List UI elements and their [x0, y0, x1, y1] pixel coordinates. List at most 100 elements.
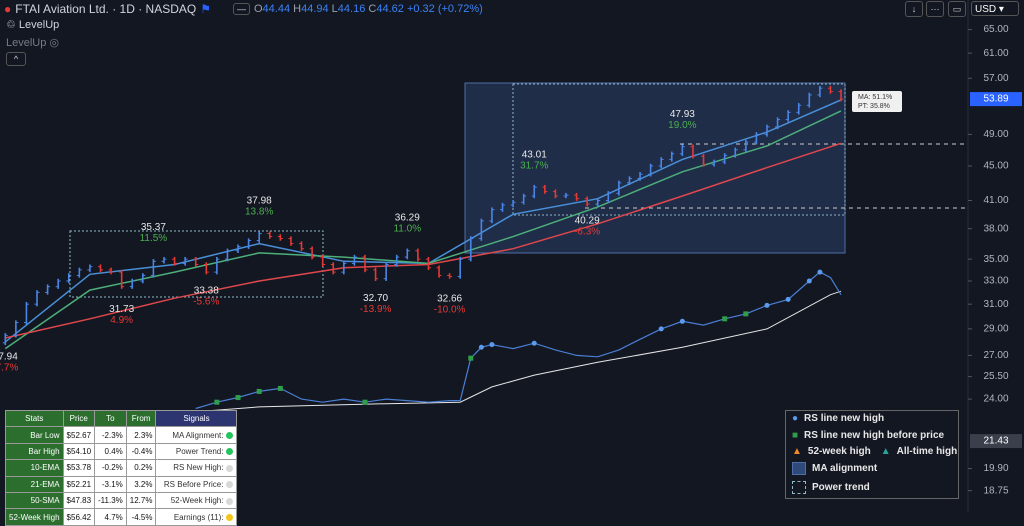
price-bar	[267, 231, 273, 239]
swing-change: -10.0%	[434, 304, 466, 315]
legend-item: ■ RS line new high before price	[792, 430, 944, 441]
price-bar	[320, 254, 326, 267]
flag-icon[interactable]: ⚑	[200, 2, 211, 16]
header-cell: Price	[62, 409, 96, 428]
price-bar	[23, 301, 29, 325]
stats-cell: $47.83	[62, 491, 96, 510]
stats-cell: $52.67	[62, 426, 96, 444]
stats-cell: Earnings (11):	[155, 508, 238, 526]
legend-item: ▲ 52-week high ▲ All-time high	[792, 446, 957, 457]
indicator-name[interactable]: LevelUp	[18, 19, 60, 31]
stats-cell: -2.3%	[94, 426, 127, 444]
price-bar	[584, 196, 590, 207]
price-bar	[827, 85, 833, 94]
price-bar	[637, 172, 643, 181]
stats-cell: $53.78	[62, 459, 96, 477]
cell-text: RS Before Price:	[163, 479, 224, 489]
price-bar	[34, 290, 40, 307]
down-button[interactable]: ↓	[905, 1, 923, 17]
stats-cell: Power Trend:	[155, 442, 238, 461]
ma-pt-callout: MA: 51.1% PT: 35.8%	[852, 91, 902, 112]
swing-price: 37.98	[247, 196, 272, 207]
legend-text: 52-week high	[807, 446, 871, 457]
signal-dot	[226, 431, 234, 439]
cell-text: RS New High:	[173, 463, 224, 473]
stats-cell: 21-EMA	[5, 475, 64, 493]
swing-change: 13.8%	[245, 207, 273, 218]
cell-text: $52.67	[66, 430, 92, 440]
indicator-icon: ♲	[6, 19, 19, 31]
price-bar	[542, 184, 548, 194]
rs-line	[195, 271, 842, 410]
rs-before-price-square	[256, 388, 262, 394]
stats-cell: 2.3%	[125, 426, 157, 444]
price-bar	[87, 264, 93, 273]
price-bar	[679, 144, 685, 157]
minimize-button[interactable]: —	[232, 3, 250, 15]
price-bar	[595, 198, 601, 207]
header-cell: To	[94, 409, 127, 428]
stats-cell: $56.42	[62, 508, 96, 526]
price-bar	[108, 267, 114, 275]
price-bar	[574, 192, 580, 201]
ma-alignment-zone	[464, 82, 846, 254]
price-bar	[182, 256, 188, 266]
stats-cell: -0.4%	[125, 442, 157, 461]
cell-text: -0.2%	[101, 463, 123, 473]
legend-text: MA alignment	[812, 463, 878, 474]
rs-new-high-dot	[764, 302, 770, 308]
legend-item: ● RS line new high	[792, 413, 884, 424]
cell-text: 0.2%	[134, 463, 153, 473]
stats-cell: RS New High:	[155, 459, 238, 477]
price-bar	[457, 256, 463, 279]
symbol-header: ● FTAI Aviation Ltd. · 1D · NASDAQ ⚑ — O…	[4, 2, 483, 16]
ohlc-value: 44.62	[376, 3, 404, 15]
swing-price: 32.66	[437, 293, 462, 304]
price-bar	[2, 333, 8, 346]
cell-text: 4.7%	[104, 512, 123, 522]
price-bar	[45, 284, 51, 295]
stats-cell: 0.4%	[94, 442, 127, 461]
price-bar	[669, 151, 675, 162]
ohlc-key: C	[368, 3, 377, 15]
cell-text: 52-Week High	[9, 512, 60, 522]
ohlc-value: 44.16	[337, 3, 366, 15]
price-bar	[785, 110, 791, 122]
price-bar	[362, 254, 368, 273]
price-bar	[383, 262, 389, 281]
rs-new-high-dot	[478, 344, 484, 350]
ohlc-key: O	[253, 3, 263, 15]
stats-cell: $52.21	[62, 475, 96, 493]
rs-before-price-square	[468, 355, 474, 361]
price-bar	[775, 117, 781, 130]
price-bar	[76, 267, 82, 278]
swing-price: 47.93	[670, 109, 695, 120]
legend-item: MA alignment	[792, 462, 877, 475]
cell-text: 12.7%	[129, 496, 153, 506]
fullscreen-button[interactable]: ▭	[948, 1, 966, 17]
stats-cell: 50-SMA	[5, 491, 64, 510]
price-bar	[161, 256, 167, 264]
stats-cell: Bar High	[5, 442, 64, 461]
currency-select[interactable]: USD ▾	[971, 1, 1019, 16]
cell-text: -2.3%	[101, 430, 123, 440]
legend-text: Power trend	[812, 482, 870, 493]
indicator-row[interactable]: ♲ LevelUp	[6, 18, 59, 31]
legend-dot: ●	[792, 413, 799, 424]
cell-text: Bar Low	[30, 430, 60, 440]
eye-icon[interactable]: ◎	[49, 37, 60, 49]
price-bar	[172, 256, 178, 266]
price-bar	[806, 92, 812, 108]
callout-text: MA: 51.1%	[858, 94, 892, 101]
price-bar	[626, 176, 632, 186]
collapse-button[interactable]: ^	[6, 52, 26, 66]
legend-box	[792, 462, 806, 475]
more-button[interactable]: ⋯	[926, 1, 944, 17]
symbol-icon: ●	[4, 2, 12, 16]
price-bar	[722, 153, 728, 165]
y-tick-label: 27.00	[983, 350, 1008, 361]
cell-text: $52.21	[66, 479, 92, 489]
price-bar	[66, 273, 72, 284]
symbol-title[interactable]: FTAI Aviation Ltd. · 1D · NASDAQ	[15, 2, 197, 16]
rs-value-tag	[970, 434, 1022, 449]
